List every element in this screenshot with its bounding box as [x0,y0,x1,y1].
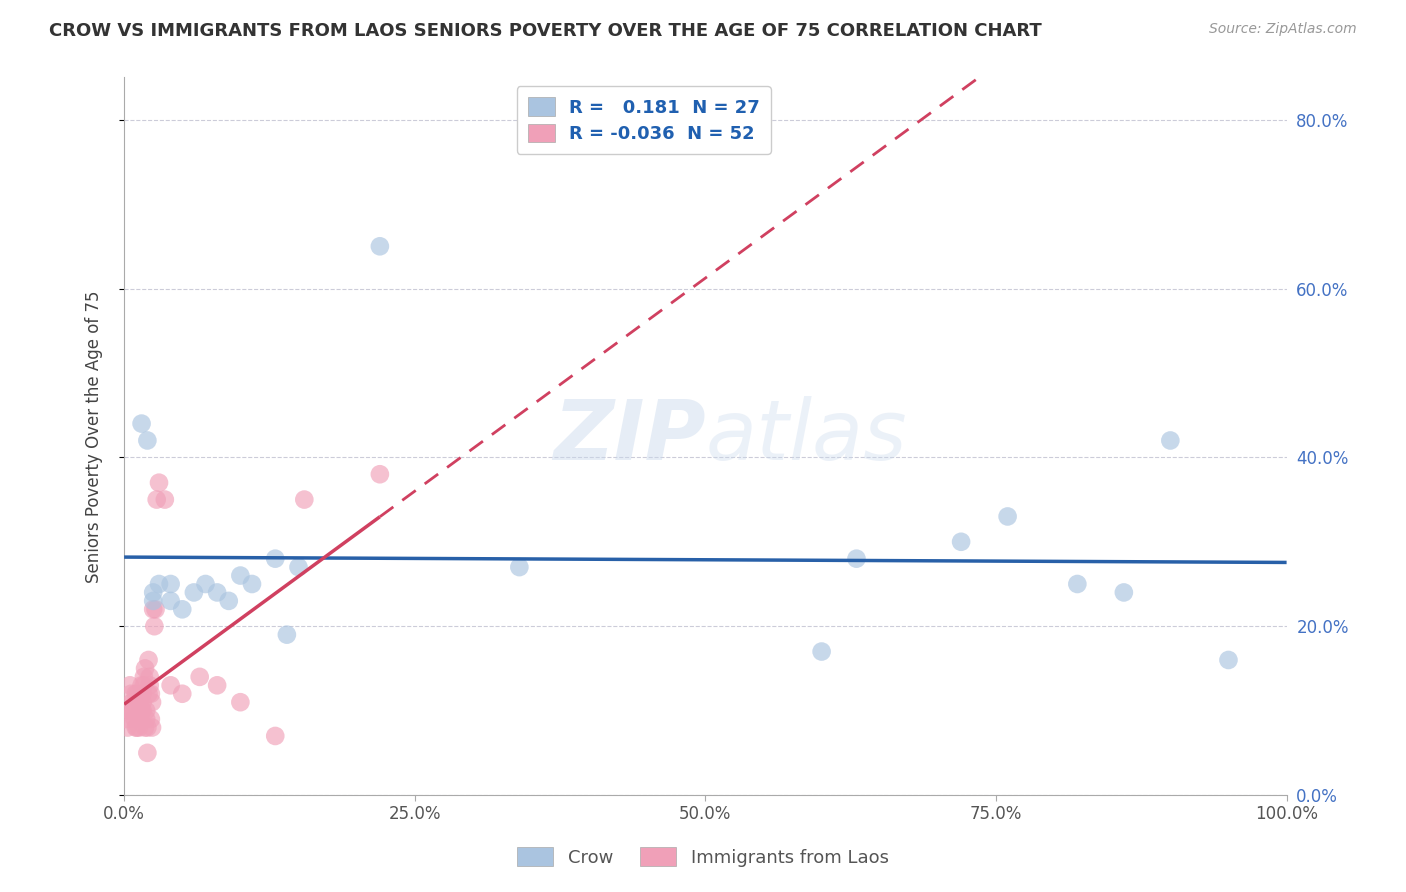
Point [145,602,167,616]
Point [142,594,165,608]
Point [125,721,148,735]
Point [139,687,162,701]
Point [129,712,152,726]
Point [1066,577,1088,591]
Point [134,661,156,675]
Point [997,509,1019,524]
Text: Source: ZipAtlas.com: Source: ZipAtlas.com [1209,22,1357,37]
Point [183,585,205,599]
Point [136,721,159,735]
Point [218,594,240,608]
Point [194,577,217,591]
Point [229,695,252,709]
Point [135,704,157,718]
Point [128,695,150,709]
Text: atlas: atlas [706,396,907,476]
Y-axis label: Seniors Poverty Over the Age of 75: Seniors Poverty Over the Age of 75 [86,290,103,582]
Point [131,678,153,692]
Text: ZIP: ZIP [553,396,706,476]
Point [141,721,163,735]
Text: CROW VS IMMIGRANTS FROM LAOS SENIORS POVERTY OVER THE AGE OF 75 CORRELATION CHAR: CROW VS IMMIGRANTS FROM LAOS SENIORS POV… [49,22,1042,40]
Point [143,619,166,633]
Point [117,721,139,735]
Point [159,577,181,591]
Point [950,534,973,549]
Point [229,568,252,582]
Point [131,704,153,718]
Point [131,417,153,431]
Point [153,492,176,507]
Point [1218,653,1240,667]
Point [138,687,160,701]
Point [138,653,160,667]
Point [132,678,155,692]
Point [118,678,141,692]
Point [845,551,868,566]
Point [125,687,148,701]
Point [205,678,228,692]
Point [172,602,194,616]
Point [508,560,530,574]
Point [124,712,146,726]
Point [159,594,181,608]
Point [128,721,150,735]
Point [368,467,391,482]
Point [142,602,165,616]
Point [188,670,211,684]
Point [240,577,263,591]
Point [810,644,832,658]
Point [129,704,152,718]
Point [276,627,298,641]
Point [141,695,163,709]
Point [138,678,160,692]
Point [132,687,155,701]
Point [122,704,145,718]
Point [138,670,160,684]
Point [139,712,162,726]
Point [205,585,228,599]
Point [1159,434,1181,448]
Point [118,704,141,718]
Point [132,695,155,709]
Point [368,239,391,253]
Point [145,492,167,507]
Point [127,687,149,701]
Point [148,475,170,490]
Point [132,704,155,718]
Point [1112,585,1135,599]
Point [134,721,156,735]
Point [142,585,165,599]
Point [135,712,157,726]
Point [118,704,141,718]
Point [132,670,155,684]
Point [159,678,181,692]
Point [125,721,148,735]
Point [292,492,315,507]
Point [264,729,287,743]
Point [264,551,287,566]
Point [287,560,309,574]
Point [121,695,143,709]
Point [136,746,159,760]
Point [136,434,159,448]
Point [120,687,142,701]
Legend: R =   0.181  N = 27, R = -0.036  N = 52: R = 0.181 N = 27, R = -0.036 N = 52 [517,87,770,154]
Point [148,577,170,591]
Legend: Crow, Immigrants from Laos: Crow, Immigrants from Laos [510,840,896,874]
Point [115,712,138,726]
Point [172,687,194,701]
